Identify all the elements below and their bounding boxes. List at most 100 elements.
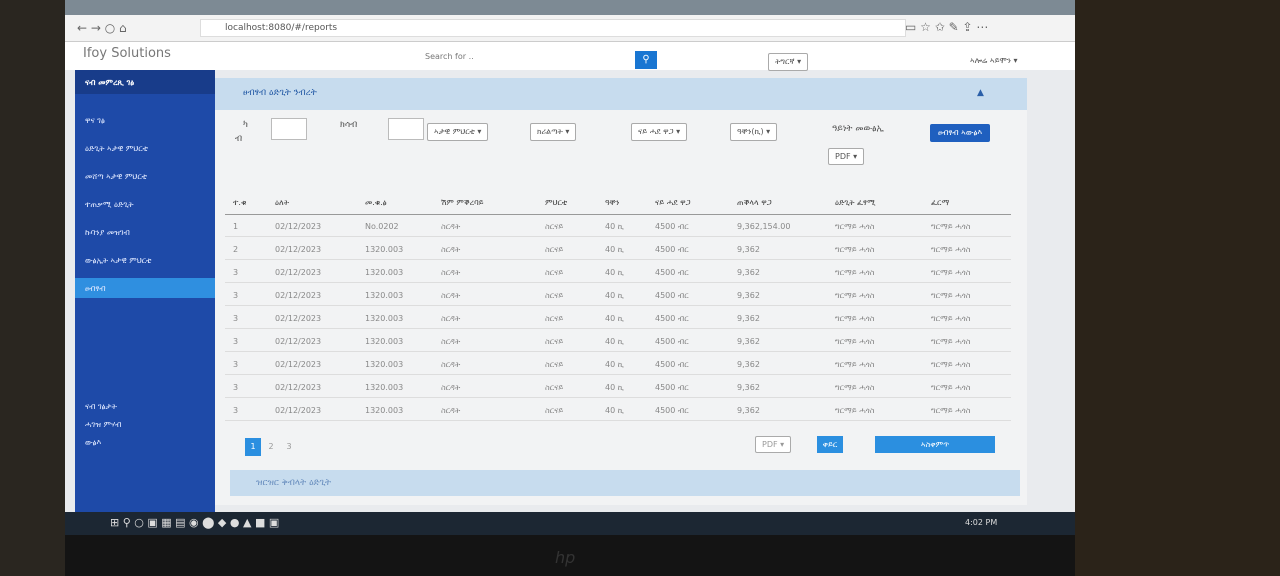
- search-input[interactable]: Search for ..: [425, 52, 474, 61]
- table-cell: ስርናይ: [545, 268, 564, 277]
- column-header[interactable]: ዕለት: [275, 198, 290, 207]
- sidebar-header: [75, 70, 215, 94]
- type-dropdown[interactable]: ክሪልጣት ▾: [530, 123, 577, 141]
- table-cell: 40 ኪ: [605, 337, 624, 346]
- from-input[interactable]: [271, 118, 307, 140]
- table-cell: 9,362: [737, 406, 760, 415]
- table-cell: 9,362: [737, 291, 760, 300]
- user-menu[interactable]: ኣሎሬ ኣይሞን ▾: [970, 56, 1018, 65]
- collapse[interactable]: ▲: [977, 88, 984, 98]
- browser-tools[interactable]: ▭ ☆ ✩ ✎ ⇪ ⋯: [905, 20, 989, 34]
- table-cell: ግርማይ ሓጎስ: [931, 222, 971, 231]
- table-cell: 1320.003: [365, 314, 404, 323]
- table-cell: 4500 ብር: [655, 314, 689, 323]
- sidebar-bottom-item[interactable]: ሓገዝ ምሃብ: [85, 420, 122, 429]
- table-cell: ስርናይ: [545, 222, 564, 231]
- column-header[interactable]: ናይ ሓደ ዋጋ: [655, 198, 691, 207]
- sidebar-item[interactable]: መሸጣ ኣታዊ ምህርቲ: [85, 172, 147, 181]
- table-cell: 4500 ብር: [655, 383, 689, 392]
- bezel-left: [0, 0, 65, 576]
- column-header[interactable]: ዕድጊት ፈፃሚ: [835, 198, 876, 207]
- table-cell: 02/12/2023: [275, 383, 322, 392]
- table-cell: 1320.003: [365, 383, 404, 392]
- sidebar-item[interactable]: ፀብፃብ: [85, 284, 106, 293]
- row-rule: [225, 397, 1011, 398]
- report-table: ተ.ቁ ዕለት መ.ቁ.ፅ ሽም ምቕረባይ ምህርቲ ዓቐን ናይ ሓደ ዋጋ ጠቕላላ ዋ…: [215, 110, 1027, 430]
- table-cell: 3: [233, 314, 239, 323]
- address-bar: ← → ○ ⌂ localhost:8080/#/reports ▭ ☆ ✩ ✎…: [65, 15, 1075, 42]
- search-button[interactable]: ⚲: [635, 51, 657, 69]
- page-button[interactable]: 2: [268, 442, 274, 451]
- table-cell: ግርማይ ሓጎስ: [931, 314, 971, 323]
- table-cell: 02/12/2023: [275, 406, 322, 415]
- table-cell: ግርማይ ሓጎስ: [931, 337, 971, 346]
- taskbar: ⊞ ⚲ ○ ▣ ▦ ▤ ◉ ⬤ ◆ ● ▲ ■ ▣ 4:02 PM: [65, 512, 1075, 535]
- table-cell: ስርዳት: [441, 314, 461, 323]
- edit-button[interactable]: ቀይር: [817, 436, 843, 453]
- footer-panel-title: ዝርዝር ቅብላት ዕድጊት: [256, 478, 332, 488]
- table-cell: ስርዳት: [441, 406, 461, 415]
- table-cell: 02/12/2023: [275, 222, 322, 231]
- unit-price-dropdown[interactable]: ናይ ሓደ ዋጋ ▾: [631, 123, 688, 141]
- url[interactable]: localhost:8080/#/reports: [200, 19, 906, 37]
- clock: 4:02 PM: [965, 518, 998, 527]
- quantity-dropdown[interactable]: ዓቐን(ኪ) ▾: [730, 123, 778, 141]
- table-cell: 02/12/2023: [275, 291, 322, 300]
- column-header[interactable]: መ.ቁ.ፅ: [365, 198, 387, 207]
- tab-strip: [65, 0, 1075, 15]
- table-cell: 3: [233, 383, 239, 392]
- column-header[interactable]: ተ.ቁ: [233, 198, 247, 207]
- table-cell: 4500 ብር: [655, 268, 689, 277]
- table-cell: ስርናይ: [545, 360, 564, 369]
- table-cell: ግርማይ ሓጎስ: [835, 314, 875, 323]
- column-header[interactable]: ምህርቲ: [545, 198, 568, 207]
- table-cell: 4500 ብር: [655, 360, 689, 369]
- format-dropdown[interactable]: PDF ▾: [828, 148, 865, 165]
- type: ክሪልጣት: [537, 127, 563, 136]
- language: ትግርኛ: [775, 57, 795, 66]
- sidebar-item[interactable]: ውፅኢት ኣታዊ ምህርቲ: [85, 256, 152, 265]
- table-cell: ግርማይ ሓጎስ: [931, 291, 971, 300]
- sidebar-item[interactable]: ተጠቃሚ ዕድጊት: [85, 200, 134, 209]
- table-cell: 40 ኪ: [605, 291, 624, 300]
- pdf-label: PDF: [762, 440, 778, 449]
- from-sub: ብ: [235, 134, 243, 144]
- table-cell: 9,362: [737, 337, 760, 346]
- save-button[interactable]: ኣስቀምጥ: [875, 436, 995, 453]
- page-button[interactable]: 1: [245, 438, 261, 456]
- nav-buttons[interactable]: ← → ○ ⌂: [77, 21, 127, 35]
- pdf-button[interactable]: PDF ▾: [755, 436, 792, 453]
- language-dropdown[interactable]: ትግርኛ ▾: [768, 53, 809, 71]
- table-cell: ስርናይ: [545, 406, 564, 415]
- table-cell: 02/12/2023: [275, 337, 322, 346]
- column-header[interactable]: ጠቕላላ ዋጋ: [737, 198, 772, 207]
- to-input[interactable]: [388, 118, 424, 140]
- table-cell: 3: [233, 291, 239, 300]
- table-cell: 1320.003: [365, 360, 404, 369]
- table-cell: ግርማይ ሓጎስ: [835, 360, 875, 369]
- sidebar-title[interactable]: ናብ መምረጺ ገፅ: [85, 78, 135, 87]
- table-cell: ስርዳት: [441, 383, 461, 392]
- sidebar-item[interactable]: ዋና ገፅ: [85, 116, 105, 125]
- column-header[interactable]: ሽም ምቕረባይ: [441, 198, 484, 207]
- table-cell: 02/12/2023: [275, 314, 322, 323]
- screen: ← → ○ ⌂ localhost:8080/#/reports ▭ ☆ ✩ ✎…: [65, 0, 1075, 535]
- to-label: ክሳብ: [340, 120, 358, 130]
- sidebar-item[interactable]: ኩባንያ መዝገብ: [85, 228, 130, 237]
- table-cell: ግርማይ ሓጎስ: [931, 268, 971, 277]
- sidebar-item[interactable]: ዕድጊት ኣታዊ ምህርቲ: [85, 144, 148, 153]
- generate-button[interactable]: ፀብፃብ ኣውፅእ: [930, 124, 991, 142]
- taskbar-icons[interactable]: ⊞ ⚲ ○ ▣ ▦ ▤ ◉ ⬤ ◆ ● ▲ ■ ▣: [110, 516, 280, 529]
- table-cell: ስርናይ: [545, 337, 564, 346]
- sidebar-bottom-item[interactable]: ናብ ገፅታት: [85, 402, 117, 411]
- panel-body: ካ ብ ክሳብ ኣታዊ ምህርቲ ▾ ክሪልጣት ▾ ናይ ሓደ ዋጋ ▾ ዓቐ…: [215, 110, 1027, 505]
- column-header[interactable]: ፈርማ: [931, 198, 950, 207]
- column-header[interactable]: ዓቐን: [605, 198, 620, 207]
- product-dropdown[interactable]: ኣታዊ ምህርቲ ▾: [427, 123, 489, 141]
- table-cell: 9,362: [737, 360, 760, 369]
- page-button[interactable]: 3: [286, 442, 292, 451]
- bezel-right: [1075, 0, 1280, 576]
- laptop-logo: hp: [555, 548, 576, 567]
- table-cell: 9,362,154.00: [737, 222, 791, 231]
- sidebar-bottom-item[interactable]: ውፅእ: [85, 438, 102, 447]
